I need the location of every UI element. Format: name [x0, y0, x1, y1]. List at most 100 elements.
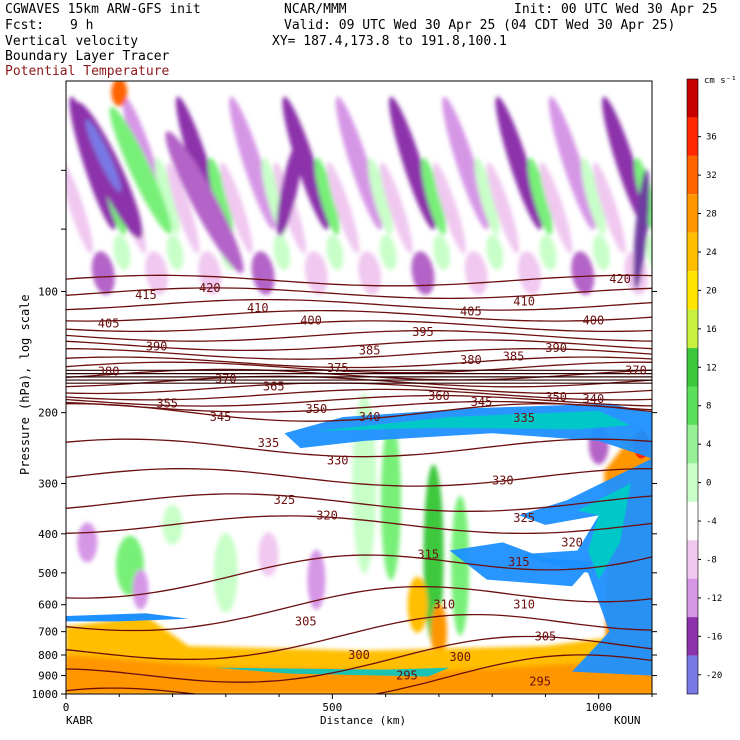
y-axis-ticks: 100 200 300 400 500 600 700 800 900 1000 [32, 169, 657, 701]
field-potential-temperature: Potential Temperature [5, 64, 170, 79]
downdraft-band [517, 251, 541, 295]
downdraft-streak [85, 119, 122, 193]
colorbar-label: 4 [706, 440, 711, 450]
theta-label: 400 [300, 313, 322, 327]
theta-label: 385 [359, 343, 381, 357]
theta-label: 360 [428, 389, 450, 403]
theta-label: 370 [625, 363, 647, 377]
theta-label: 300 [348, 648, 370, 662]
theta-contour [66, 361, 652, 374]
x-left-endpoint: KABR [66, 714, 93, 727]
colorbar-segment [687, 348, 698, 387]
theta-contour [66, 375, 652, 388]
theta-contour [66, 438, 652, 458]
colorbar-segment [687, 155, 698, 195]
downdraft-band [486, 162, 520, 254]
colorbar-label: 32 [706, 171, 717, 181]
theta-label: 350 [306, 402, 328, 416]
downdraft-band [229, 96, 276, 230]
updraft-column [380, 420, 401, 581]
theta-label: 310 [433, 598, 455, 612]
downdraft-streak [276, 138, 303, 236]
updraft-band [314, 157, 340, 235]
center-label: NCAR/MMM [284, 2, 347, 17]
fcst-value: 9 h [70, 18, 94, 33]
x-right-endpoint: KOUN [614, 714, 641, 727]
tracer-surface [215, 667, 450, 677]
theta-label: 385 [503, 349, 525, 363]
updraft-band [539, 234, 557, 271]
theta-label: 395 [412, 325, 434, 339]
theta-label: 375 [327, 361, 349, 375]
updraft-band [326, 234, 344, 271]
tracer-lobe [449, 542, 594, 587]
theta-contour [66, 515, 652, 535]
downdraft-blob [307, 549, 326, 610]
colorbar-label: 36 [706, 133, 717, 143]
theta-contour [66, 320, 652, 333]
updraft-core [111, 81, 128, 107]
theta-contour [66, 356, 652, 369]
y-tick-label: 900 [38, 670, 58, 683]
theta-label: 420 [609, 272, 631, 286]
colorbar-label: 24 [706, 248, 717, 258]
theta-label: 295 [529, 674, 551, 688]
y-tick-label: 400 [38, 528, 58, 541]
downdraft-band [145, 251, 169, 295]
colorbar-label: -12 [706, 594, 722, 604]
theta-label: 415 [135, 288, 157, 302]
theta-label: 310 [513, 598, 535, 612]
updraft-band [379, 234, 397, 271]
colorbar-label: -8 [706, 555, 717, 565]
theta-contour [66, 400, 652, 413]
theta-label: 325 [513, 511, 535, 525]
theta-label: 380 [98, 364, 120, 378]
downdraft-band [548, 96, 596, 230]
colorbar-frame [686, 78, 699, 695]
theta-label: 345 [210, 410, 232, 424]
theta-contour [66, 274, 652, 287]
downdraft-band [220, 162, 253, 254]
colorbar-label: -16 [706, 632, 722, 642]
theta-label: 320 [316, 508, 338, 522]
xy-coordinates: XY= 187.4,173.8 to 191.8,100.1 [272, 34, 507, 49]
tracer-plume-core [577, 483, 631, 580]
y-tick-label: 500 [38, 567, 58, 580]
downdraft-band [358, 251, 382, 295]
theta-label: 365 [263, 379, 285, 393]
theta-label: 410 [513, 295, 535, 309]
field-vertical-velocity: Vertical velocity [5, 34, 139, 49]
theta-contour [66, 330, 652, 342]
downdraft-band [411, 251, 435, 295]
colorbar-label: -4 [706, 517, 717, 527]
downdraft-band [91, 251, 115, 295]
theta-label: 335 [513, 411, 535, 425]
updraft-band [527, 157, 553, 235]
updraft-band [421, 157, 446, 235]
colorbar-segment [687, 79, 698, 118]
updraft-band [273, 234, 291, 271]
colorbar-segment [687, 117, 698, 156]
fcst-label: Fcst: [5, 18, 45, 33]
updraft-band [592, 234, 610, 271]
x-axis-label: Distance (km) [320, 714, 406, 727]
theta-label: 340 [583, 392, 605, 406]
updraft-blob [407, 576, 428, 633]
theta-label: 315 [417, 547, 439, 561]
downdraft-band [602, 96, 649, 230]
y-tick-label: 100 [38, 285, 58, 298]
updraft-band [367, 157, 393, 235]
theta-label: 410 [247, 301, 269, 315]
theta-label: 400 [583, 313, 605, 327]
theta-contour [66, 585, 652, 632]
updraft-band [581, 157, 606, 235]
theta-contour [66, 287, 652, 300]
theta-label: 370 [215, 372, 237, 386]
colorbar-label: 28 [706, 210, 717, 220]
y-tick-label: 1000 [32, 688, 59, 701]
theta-label: 330 [492, 474, 514, 488]
downdraft-blob [132, 569, 149, 610]
theta-label: 295 [396, 669, 418, 683]
colorbar-segment [687, 578, 698, 618]
theta-label: 330 [327, 454, 349, 468]
